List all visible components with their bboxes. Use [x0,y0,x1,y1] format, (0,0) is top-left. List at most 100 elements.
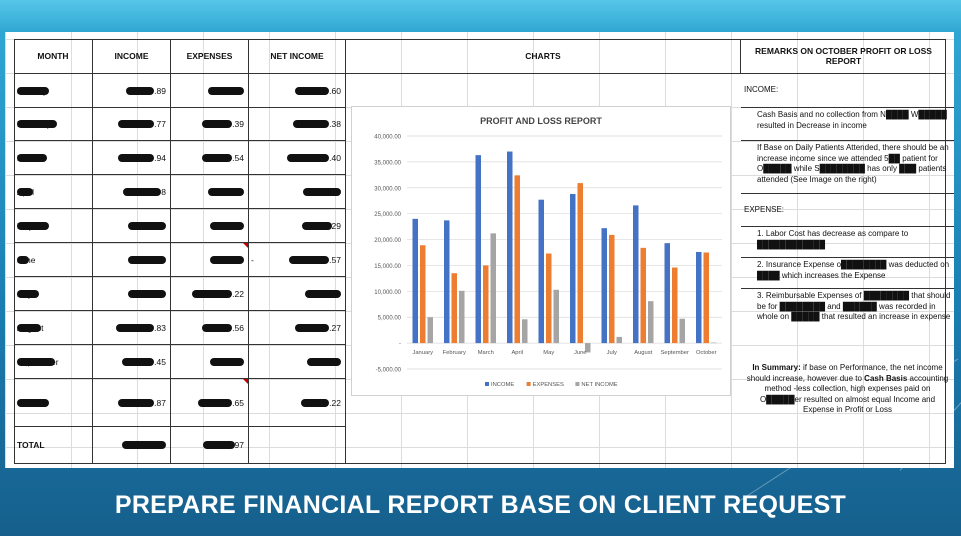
y-tick-label: -5,000.00 [376,368,402,374]
redaction-mark [123,187,162,196]
legend-label: INCOME [491,382,514,388]
bar-income [507,151,513,344]
redaction-mark [116,323,155,332]
x-tick-label: June [574,350,587,356]
legend-label: NET INCOME [581,382,617,388]
net-income-cell: 29 [249,209,346,243]
income-cell: .77 [93,108,171,141]
redaction-mark [210,357,244,366]
month-cell: February [14,108,93,141]
bar-expenses [514,175,520,344]
remark-expense-3: 3. Reimbursable Expenses of ████████ tha… [757,291,951,321]
bar-net-income [459,290,465,344]
legend-label: EXPENSES [533,382,564,388]
income-cell: .45 [93,345,171,379]
redaction-mark [289,255,330,264]
expenses-cell [171,175,249,209]
expenses-cell: .22 [171,277,249,311]
redaction-mark [198,398,233,407]
x-tick-label: February [443,350,466,356]
expenses-cell: .56 [171,311,249,345]
income-cell: .89 [93,74,171,108]
net-income-cell [249,345,346,379]
net-income-cell: - .57 [249,243,346,277]
redaction-mark [118,120,155,128]
expenses-cell [171,74,249,108]
redaction-mark [128,289,166,298]
redaction-mark [17,187,33,196]
bar-expenses [420,245,426,344]
expenses-cell [171,209,249,243]
redaction-mark [17,153,47,162]
expenses-cell: .54 [171,141,249,175]
redaction-mark [17,255,29,264]
spreadsheet: MONTH INCOME EXPENSES NET INCOME CHARTS … [5,32,954,468]
y-tick-label: 15,000.00 [374,264,401,270]
comment-marker [243,243,248,248]
redaction-mark [301,221,332,230]
redaction-mark [202,153,233,162]
bar-expenses [609,234,615,344]
income-cell [93,209,171,243]
expenses-cell: .39 [171,108,249,141]
bar-net-income [648,301,654,344]
bar-expenses [703,252,709,344]
redaction-mark [17,221,49,230]
table-border [14,39,946,464]
month-cell: April [14,175,93,209]
month-cell: August [14,311,93,345]
remark-expense-2: 2. Insurance Expense o████████ was deduc… [741,258,954,289]
redaction-mark [17,323,41,332]
bar-net-income [427,317,433,344]
redaction-mark [17,289,39,298]
x-tick-label: October [696,350,717,356]
net-income-cell: .60 [249,74,346,108]
income-cell: .87 [93,379,171,427]
income-cell [93,277,171,311]
y-tick-label: 30,000.00 [374,186,401,192]
legend-swatch [526,382,531,386]
remark-income-1: Cash Basis and no collection from N████ … [741,108,954,141]
redaction-mark [17,357,55,366]
header-remarks: REMARKS ON OCTOBER PROFIT OR LOSS REPORT [741,39,946,74]
bar-income [444,220,450,344]
net-income-cell: .27 [249,311,346,345]
net-income-cell: .22 [249,379,346,427]
bar-income [696,251,702,344]
bar-expenses [483,265,489,344]
income-cell: .94 [93,141,171,175]
bar-net-income [490,233,496,344]
month-cell: March [14,141,93,175]
bar-income [664,243,670,344]
header-expenses: EXPENSES [171,39,249,74]
bar-income [601,228,607,344]
redaction-mark [192,289,233,298]
redaction-mark [122,357,155,366]
bar-net-income [679,318,685,344]
total-net-income [249,427,346,464]
dash-mark: - [251,254,254,265]
header-income: INCOME [93,39,171,74]
remark-expense-label: EXPENSE: [741,194,954,227]
income-cell: 8 [93,175,171,209]
header-charts: CHARTS [346,39,741,74]
x-tick-label: July [607,350,617,356]
month-cell: January [14,74,93,108]
remark-summary: In Summary: if base on Performance, the … [746,363,949,414]
bar-expenses [451,273,457,344]
legend-swatch [485,382,489,386]
redaction-mark [202,120,233,128]
bar-income [538,199,544,344]
redaction-mark [295,86,330,95]
month-cell: June [14,243,93,277]
slide-title: PREPARE FINANCIAL REPORT BASE ON CLIENT … [114,490,847,519]
redaction-mark [287,153,330,162]
redaction-mark [210,255,244,264]
remark-expense-1: 1. Labor Cost has decrease as compare to… [741,227,954,258]
net-income-cell [249,277,346,311]
redaction-mark [293,120,330,128]
redaction-mark [128,255,166,264]
income-cell: .83 [93,311,171,345]
redaction-mark [202,323,233,332]
y-tick-label: 10,000.00 [374,290,401,296]
